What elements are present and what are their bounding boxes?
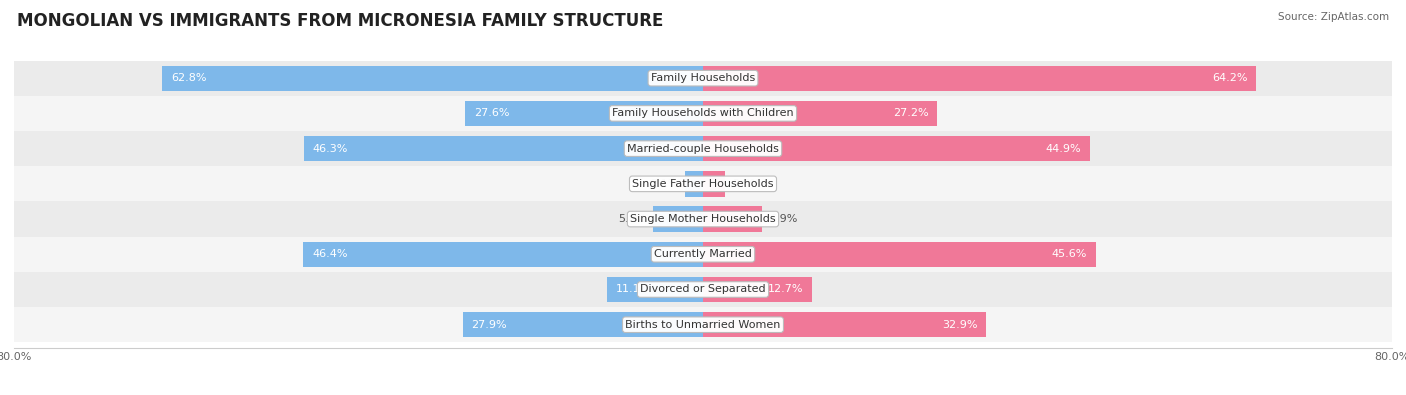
- Bar: [685, 171, 703, 197]
- Text: Source: ZipAtlas.com: Source: ZipAtlas.com: [1278, 12, 1389, 22]
- Text: 27.6%: 27.6%: [474, 108, 509, 118]
- Text: Family Households: Family Households: [651, 73, 755, 83]
- Text: 11.1%: 11.1%: [616, 284, 651, 295]
- Bar: [703, 171, 725, 197]
- Bar: [304, 136, 703, 161]
- Text: Married-couple Households: Married-couple Households: [627, 144, 779, 154]
- Bar: [14, 60, 1392, 96]
- Text: MONGOLIAN VS IMMIGRANTS FROM MICRONESIA FAMILY STRUCTURE: MONGOLIAN VS IMMIGRANTS FROM MICRONESIA …: [17, 12, 664, 30]
- Text: Family Households with Children: Family Households with Children: [612, 108, 794, 118]
- Text: 27.9%: 27.9%: [471, 320, 508, 330]
- Text: 5.8%: 5.8%: [617, 214, 647, 224]
- Text: Births to Unmarried Women: Births to Unmarried Women: [626, 320, 780, 330]
- Text: 62.8%: 62.8%: [170, 73, 207, 83]
- Text: 45.6%: 45.6%: [1052, 249, 1087, 259]
- Bar: [14, 201, 1392, 237]
- Text: Divorced or Separated: Divorced or Separated: [640, 284, 766, 295]
- Text: 32.9%: 32.9%: [942, 320, 977, 330]
- Bar: [703, 206, 762, 232]
- Text: Currently Married: Currently Married: [654, 249, 752, 259]
- Bar: [465, 101, 703, 126]
- Text: 46.4%: 46.4%: [312, 249, 347, 259]
- Bar: [703, 136, 1090, 161]
- Bar: [14, 272, 1392, 307]
- Bar: [703, 101, 938, 126]
- Bar: [14, 307, 1392, 342]
- Bar: [652, 206, 703, 232]
- Bar: [14, 131, 1392, 166]
- Text: 46.3%: 46.3%: [314, 144, 349, 154]
- Bar: [703, 312, 987, 337]
- Bar: [703, 66, 1256, 91]
- Text: Single Mother Households: Single Mother Households: [630, 214, 776, 224]
- Bar: [162, 66, 703, 91]
- Text: Single Father Households: Single Father Households: [633, 179, 773, 189]
- Bar: [607, 277, 703, 302]
- Text: 44.9%: 44.9%: [1046, 144, 1081, 154]
- Bar: [703, 242, 1095, 267]
- Text: 27.2%: 27.2%: [893, 108, 928, 118]
- Bar: [14, 166, 1392, 201]
- Text: 2.6%: 2.6%: [733, 179, 761, 189]
- Bar: [14, 237, 1392, 272]
- Bar: [703, 277, 813, 302]
- Bar: [14, 96, 1392, 131]
- Bar: [304, 242, 703, 267]
- Bar: [463, 312, 703, 337]
- Text: 64.2%: 64.2%: [1212, 73, 1247, 83]
- Text: 6.9%: 6.9%: [769, 214, 797, 224]
- Text: 12.7%: 12.7%: [768, 284, 804, 295]
- Text: 2.1%: 2.1%: [650, 179, 678, 189]
